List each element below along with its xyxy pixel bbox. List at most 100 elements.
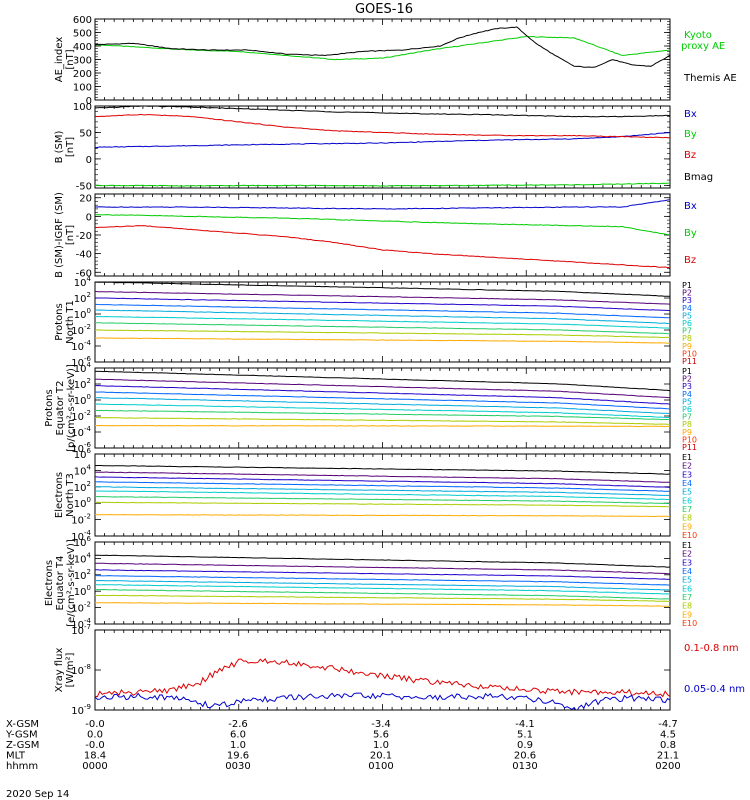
y-tick-label: 0 — [86, 212, 92, 223]
series-line-0-1-0-8-nm — [95, 658, 670, 698]
y-tick-label: 300 — [73, 56, 92, 67]
legend-e3: E3 — [682, 558, 692, 567]
series-line-p4 — [95, 303, 670, 319]
legend-0-1-0-8-nm: 0.1-0.8 nm — [684, 643, 739, 654]
legend-themis-ae: Themis AE — [683, 73, 737, 84]
legend-e10: E10 — [682, 531, 697, 540]
y-tick-label: -60 — [76, 268, 92, 279]
legend-p7: P7 — [682, 327, 692, 336]
series-line-bz — [95, 225, 670, 269]
coord-value: 5.1 — [517, 730, 533, 741]
legend-bx: Bx — [684, 201, 697, 212]
y-tick-label: 102 — [74, 480, 91, 494]
series-group — [95, 554, 670, 607]
series-line-p6 — [95, 315, 670, 329]
series-line-kyoto-proxy-ae — [95, 35, 670, 61]
y-tick-label: 10-7 — [71, 623, 91, 637]
series-line-e2 — [95, 562, 670, 575]
series-line-e5 — [95, 486, 670, 496]
legend-p3: P3 — [682, 296, 692, 305]
y-axis-label: Protons Equator T2 [p/(cm²-s-sr-keV)] — [44, 364, 77, 452]
y-tick-label: -50 — [76, 181, 92, 192]
legend-e9: E9 — [682, 522, 692, 531]
series-line-by — [95, 213, 670, 236]
series-line-p8 — [95, 416, 670, 425]
series-line-p1 — [95, 370, 670, 392]
y-label-line: Equator T4 — [55, 556, 66, 611]
panel-frame — [94, 18, 671, 101]
legend-by: By — [684, 129, 697, 140]
series-group — [95, 658, 670, 710]
legend-p4: P4 — [682, 390, 692, 399]
y-label-line: Equator T2 — [55, 381, 66, 436]
legend-p8: P8 — [682, 334, 692, 343]
y-axis-label: Electrons Equator T4 [e/(cm²-s-sr-keV)] — [44, 539, 77, 627]
coord-value: -3.4 — [371, 719, 391, 730]
series-line-p8 — [95, 329, 670, 339]
y-tick-label: 100 — [73, 102, 92, 113]
legend-p10: P10 — [682, 349, 697, 358]
coord-value: 1.0 — [230, 740, 246, 751]
y-label-line: Electrons — [54, 472, 65, 518]
coord-row-label: Z-GSM — [6, 740, 39, 751]
coord-value: 0130 — [512, 761, 537, 772]
series-line-e6 — [95, 490, 670, 501]
panel-ae: 0 100 200 300 400 500 600 AE_index [nT] Kyoto prox… — [54, 15, 737, 107]
series-group — [95, 282, 670, 344]
y-tick-label: 400 — [73, 42, 92, 53]
legend-p7: P7 — [682, 413, 692, 422]
legend-p5: P5 — [682, 311, 692, 320]
coord-value: -4.1 — [515, 719, 535, 730]
y-label-line: B (SM)-IGRF (SM) — [54, 192, 65, 278]
legend-p1: P1 — [682, 281, 692, 290]
legend-e7: E7 — [682, 505, 692, 514]
y-tick-label: 104 — [74, 463, 92, 477]
coord-value: 0.0 — [87, 730, 103, 741]
legend-e2: E2 — [682, 550, 692, 559]
y-label-unit: [nT] — [65, 49, 76, 69]
coord-value: 0.9 — [517, 740, 533, 751]
y-tick-label: 600 — [73, 15, 92, 26]
legend-bx: Bx — [684, 109, 697, 120]
legend-e1: E1 — [682, 541, 692, 550]
series-line-e5 — [95, 579, 670, 591]
coord-value: 0.8 — [660, 740, 676, 751]
coord-value: 18.4 — [84, 751, 106, 762]
y-label-line: Protons — [44, 389, 55, 426]
series-line-e1 — [95, 465, 670, 475]
legend-p9: P9 — [682, 342, 692, 351]
y-axis-label: Xray flux [W/m²] — [54, 648, 76, 693]
coord-row-label: Y-GSM — [5, 730, 38, 741]
legend-p9: P9 — [682, 428, 692, 437]
series-line-bx — [95, 132, 670, 148]
series-group — [95, 465, 670, 518]
series-line-themis-ae — [95, 26, 670, 68]
legend-bmag: Bmag — [684, 172, 713, 183]
y-label-line: AE_index — [54, 37, 65, 83]
legend-p4: P4 — [682, 304, 692, 313]
y-label-line: Xray flux — [54, 648, 65, 693]
y-axis-label: Electrons North T3 — [54, 472, 76, 518]
series-line-e3 — [95, 569, 670, 580]
legend-e9: E9 — [682, 610, 692, 619]
y-tick-label: 104 — [74, 275, 92, 289]
legend-e1: E1 — [682, 453, 692, 462]
legend-e5: E5 — [682, 576, 692, 585]
panel-frame — [94, 281, 671, 363]
y-label-line: North T1 — [65, 300, 76, 344]
series-line-p9 — [95, 424, 670, 428]
panel-frame — [94, 367, 671, 449]
y-label-line: North T3 — [65, 473, 76, 517]
series-group — [95, 26, 670, 68]
time-axis-table: X-GSM -0.0 -2.6 -3.4 -4.1 -4.7 Y-GSM 0.0 6.0 5.6 5… — [5, 719, 681, 772]
y-tick-label: 106 — [74, 447, 92, 461]
y-axis-label: B (SM) [nT] — [54, 130, 76, 163]
legend-p1: P1 — [682, 367, 692, 376]
legend-bz: Bz — [684, 150, 696, 161]
legend-e3: E3 — [682, 470, 692, 479]
